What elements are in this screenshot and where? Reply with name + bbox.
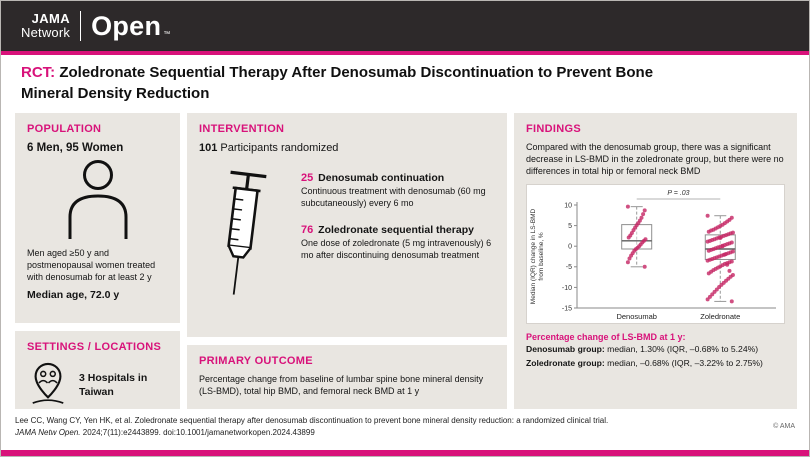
population-counts: 6 Men, 95 Women bbox=[27, 142, 124, 154]
svg-text:0: 0 bbox=[568, 244, 572, 251]
result-zoledronate: Zoledronate group: median, –0.68% (IQR, … bbox=[526, 358, 785, 370]
svg-text:Median (IQR) change in LS-BMD: Median (IQR) change in LS-BMD bbox=[530, 208, 537, 304]
population-median-age: Median age, 72.0 y bbox=[27, 288, 120, 301]
population-description: Men aged ≥50 y and postmenopausal women … bbox=[27, 248, 156, 282]
svg-text:from baseline, %: from baseline, % bbox=[538, 232, 545, 281]
person-icon bbox=[27, 159, 168, 244]
primary-outcome-panel: PRIMARY OUTCOME Percentage change from b… bbox=[187, 345, 507, 409]
svg-text:10: 10 bbox=[564, 202, 572, 209]
copyright-notice: © AMA bbox=[773, 423, 795, 431]
arm-zoledronate-description: One dose of zoledronate (5 mg intravenou… bbox=[301, 237, 492, 260]
findings-heading: FINDINGS bbox=[526, 123, 581, 135]
result-denosumab-label: Denosumab group: bbox=[526, 343, 605, 354]
map-pin-icon bbox=[27, 360, 69, 411]
svg-text:-15: -15 bbox=[562, 305, 572, 312]
population-panel: POPULATION 6 Men, 95 Women Men aged ≥50 … bbox=[15, 113, 180, 323]
primary-outcome-text: Percentage change from baseline of lumba… bbox=[199, 374, 484, 396]
brand-open: Open ™ bbox=[91, 11, 171, 42]
arm-zoledronate-title: 76 Zoledronate sequential therapy bbox=[301, 224, 495, 236]
trademark-symbol: ™ bbox=[163, 30, 171, 38]
primary-outcome-heading: PRIMARY OUTCOME bbox=[199, 355, 313, 367]
arm-denosumab-title: 25 Denosumab continuation bbox=[301, 172, 495, 184]
settings-heading: SETTINGS / LOCATIONS bbox=[27, 341, 162, 353]
svg-text:Denosumab: Denosumab bbox=[616, 312, 656, 321]
jama-network-open-logo: JAMA Network Open ™ bbox=[21, 11, 171, 42]
arm-zoledronate-name: Zoledronate sequential therapy bbox=[318, 223, 474, 236]
result-zoledronate-label: Zoledronate group: bbox=[526, 357, 605, 368]
findings-result-heading: Percentage change of LS-BMD at 1 y: bbox=[526, 331, 686, 342]
bottom-accent-bar bbox=[1, 450, 809, 456]
svg-text:P = .03: P = .03 bbox=[667, 190, 689, 197]
population-heading: POPULATION bbox=[27, 123, 102, 135]
brand-open-label: Open bbox=[91, 10, 162, 41]
syringe-icon bbox=[209, 169, 273, 306]
randomized-label: Participants randomized bbox=[220, 142, 339, 154]
randomized-line: 101 Participants randomized bbox=[199, 142, 495, 154]
title-block: RCT: Zoledronate Sequential Therapy Afte… bbox=[21, 63, 693, 104]
jama-network-wordmark: JAMA Network bbox=[21, 12, 70, 39]
arm-denosumab-description: Continuous treatment with denosumab (60 … bbox=[301, 186, 486, 208]
intervention-heading: INTERVENTION bbox=[199, 123, 285, 135]
brand-jama: JAMA bbox=[31, 11, 71, 27]
brand-network: Network bbox=[21, 25, 71, 40]
arm-denosumab-count: 25 bbox=[301, 172, 314, 184]
result-zoledronate-value: median, –0.68% (IQR, –3.22% to 2.75%) bbox=[604, 357, 763, 368]
intervention-panel: INTERVENTION 101 Participants randomized bbox=[187, 113, 507, 337]
svg-text:5: 5 bbox=[568, 223, 572, 230]
findings-summary: Compared with the denosumab group, there… bbox=[526, 142, 784, 176]
citation-line1: Lee CC, Wang CY, Yen HK, et al. Zoledron… bbox=[15, 416, 609, 425]
findings-chart-svg: 10 5 0 -5 -10 -15 Median (IQR) change in LS-BM… bbox=[530, 190, 776, 321]
findings-chart: 10 5 0 -5 -10 -15 Median (IQR) change in LS-BM… bbox=[526, 183, 785, 324]
citation-journal: JAMA Netw Open. bbox=[15, 427, 81, 437]
svg-text:Zoledronate: Zoledronate bbox=[700, 312, 740, 321]
intervention-arms: 25 Denosumab continuation Continuous tre… bbox=[301, 154, 495, 262]
accent-rule bbox=[1, 51, 809, 55]
citation-line2: JAMA Netw Open. 2024;7(11):e2443899. doi… bbox=[15, 427, 608, 439]
svg-text:-10: -10 bbox=[562, 285, 572, 292]
page-title: Zoledronate Sequential Therapy After Den… bbox=[21, 64, 654, 102]
randomized-count: 101 bbox=[199, 142, 218, 154]
settings-text: 3 Hospitals in Taiwan bbox=[79, 371, 148, 398]
brand-divider bbox=[80, 11, 82, 41]
result-denosumab: Denosumab group: median, 1.30% (IQR, –0.… bbox=[526, 344, 785, 356]
arm-denosumab: 25 Denosumab continuation Continuous tre… bbox=[301, 172, 495, 210]
arm-zoledronate-count: 76 bbox=[301, 223, 314, 236]
jama-header: JAMA Network Open ™ bbox=[1, 1, 809, 51]
citation-footer: Lee CC, Wang CY, Yen HK, et al. Zoledron… bbox=[15, 415, 795, 438]
findings-panel: FINDINGS Compared with the denosumab gro… bbox=[514, 113, 797, 409]
study-type-tag: RCT: bbox=[21, 64, 56, 81]
arm-denosumab-name: Denosumab continuation bbox=[318, 172, 445, 184]
citation: Lee CC, Wang CY, Yen HK, et al. Zoledron… bbox=[15, 415, 608, 438]
citation-rest: 2024;7(11):e2443899. doi:10.1001/jamanet… bbox=[80, 427, 315, 437]
arm-zoledronate: 76 Zoledronate sequential therapy One do… bbox=[301, 224, 495, 262]
svg-text:-5: -5 bbox=[566, 264, 572, 271]
settings-panel: SETTINGS / LOCATIONS 3 Hospitals in Taiw… bbox=[15, 331, 180, 409]
settings-body: 3 Hospitals in Taiwan bbox=[27, 360, 168, 411]
result-denosumab-value: median, 1.30% (IQR, –0.68% to 5.24%) bbox=[604, 343, 759, 354]
